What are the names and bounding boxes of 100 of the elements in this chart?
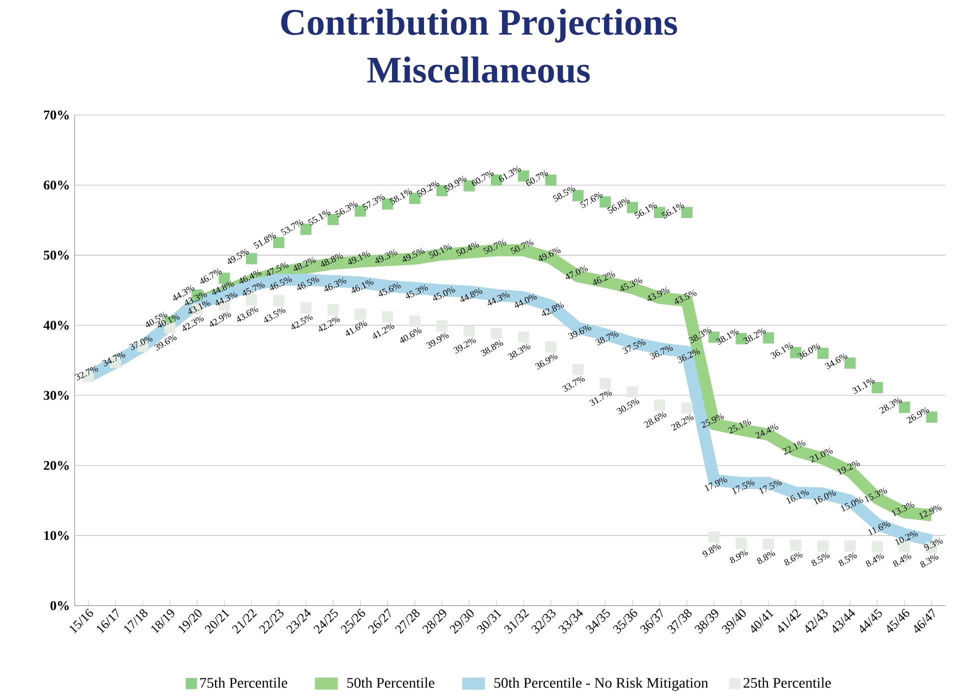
data-label: 43.5%	[264, 306, 286, 322]
data-label: 43.6%	[237, 306, 258, 322]
data-label: 17.9%	[704, 476, 728, 492]
data-label: 8.8%	[757, 550, 776, 564]
data-label: 42.3%	[182, 315, 204, 331]
data-label: 46.1%	[352, 278, 374, 293]
legend-label: 50th Percentile	[347, 678, 434, 688]
point	[300, 302, 312, 314]
data-label: 42.8%	[542, 302, 564, 316]
y-tick-label: 20%	[44, 460, 69, 470]
data-label: 8.5%	[838, 552, 857, 566]
data-label: 8.9%	[730, 549, 748, 564]
data-label: 41.2%	[373, 323, 394, 339]
data-label: 8.4%	[866, 552, 884, 567]
data-label: 43.9%	[648, 286, 670, 301]
data-label: 8.6%	[784, 552, 802, 566]
data-label: 25.1%	[728, 418, 752, 434]
data-label: 42.9%	[210, 311, 232, 327]
data-label: 37.0%	[129, 335, 153, 350]
data-label: 17.5%	[732, 479, 754, 494]
data-label: 9.8%	[702, 543, 721, 558]
chart-subtitle: Miscellaneous	[367, 56, 590, 83]
data-label: 48.8%	[321, 252, 343, 267]
data-label: 38.7%	[595, 330, 618, 346]
point	[490, 328, 502, 340]
data-label: 11.6%	[868, 520, 890, 536]
point	[273, 295, 284, 306]
data-label: 25.9%	[700, 413, 724, 428]
data-label: 45.0%	[433, 286, 456, 300]
point	[654, 400, 666, 411]
data-label: 19.2%	[837, 460, 860, 475]
data-label: 44.0%	[515, 294, 537, 308]
data-label: 45.6%	[378, 282, 401, 296]
point	[681, 402, 692, 414]
point	[817, 540, 828, 552]
data-label: 46.2%	[593, 270, 616, 285]
data-label: 46.5%	[297, 276, 320, 290]
legend-label: 50th Percentile - No Risk Mitigation	[494, 678, 708, 691]
data-label: 9.3%	[924, 538, 943, 551]
data-label: 50.4%	[456, 241, 479, 256]
point	[626, 386, 638, 398]
data-label: 37.5%	[622, 339, 646, 354]
data-label: 49.5%	[228, 248, 249, 264]
data-label: 16.0%	[814, 490, 836, 505]
data-label: 16.1%	[786, 489, 809, 504]
data-label: 21.0%	[810, 447, 833, 463]
point	[382, 311, 394, 322]
data-label: 50.1%	[428, 243, 452, 258]
data-label: 8.3%	[920, 554, 938, 568]
data-label: 48.2%	[294, 256, 316, 271]
point	[328, 304, 339, 316]
point	[354, 308, 366, 320]
y-tick-label: 60%	[44, 180, 69, 190]
data-label: 45.7%	[242, 282, 265, 296]
data-label: 44.3%	[488, 291, 510, 306]
point	[572, 364, 584, 376]
data-label: 12.9%	[918, 504, 942, 520]
data-label: 49.1%	[348, 250, 370, 264]
data-label: 42.5%	[292, 314, 313, 330]
data-label: 36.7%	[650, 344, 673, 360]
legend-label: 25th Percentile	[744, 678, 831, 688]
point	[790, 540, 802, 551]
legend-label: 75th Percentile	[200, 678, 288, 688]
chart-title: Contribution Projections	[281, 8, 678, 43]
point	[545, 341, 556, 353]
data-label: 8.4%	[893, 552, 912, 567]
y-tick-label: 40%	[43, 320, 69, 330]
y-tick-label: 0%	[50, 601, 69, 610]
data-label: 10.2%	[895, 530, 918, 546]
data-label: 42.2%	[318, 316, 340, 332]
point	[762, 538, 774, 550]
y-tick-label: 70%	[44, 110, 69, 120]
y-tick-label: 10%	[44, 531, 69, 540]
data-label: 13.3%	[892, 501, 914, 516]
point	[518, 332, 530, 343]
point	[736, 538, 747, 549]
data-label: 46.3%	[324, 277, 346, 292]
point	[464, 325, 475, 336]
y-tick-label: 50%	[44, 250, 69, 260]
data-label: 15.3%	[864, 487, 888, 502]
data-label: 47.0%	[566, 265, 588, 280]
data-label: 46.4%	[240, 269, 262, 284]
data-label: 50.7%	[510, 239, 534, 254]
data-label: 50.7%	[483, 239, 506, 254]
data-label: 17.5%	[759, 479, 782, 494]
data-label: 15.0%	[840, 496, 864, 512]
point	[872, 541, 883, 552]
data-label: 45.3%	[620, 277, 642, 292]
data-label: 49.6%	[538, 247, 561, 261]
data-label: 49.3%	[376, 249, 398, 264]
point	[708, 531, 720, 543]
data-label: 22.1%	[782, 440, 806, 455]
point	[436, 320, 448, 332]
data-label: 44.8%	[460, 288, 482, 302]
data-label: 45.3%	[406, 284, 428, 298]
y-tick-label: 30%	[44, 390, 69, 400]
data-label: 8.5%	[811, 552, 830, 566]
data-label: 36.2%	[676, 348, 700, 364]
data-label: 43.5%	[674, 290, 697, 304]
data-label: 32.7%	[74, 365, 98, 380]
